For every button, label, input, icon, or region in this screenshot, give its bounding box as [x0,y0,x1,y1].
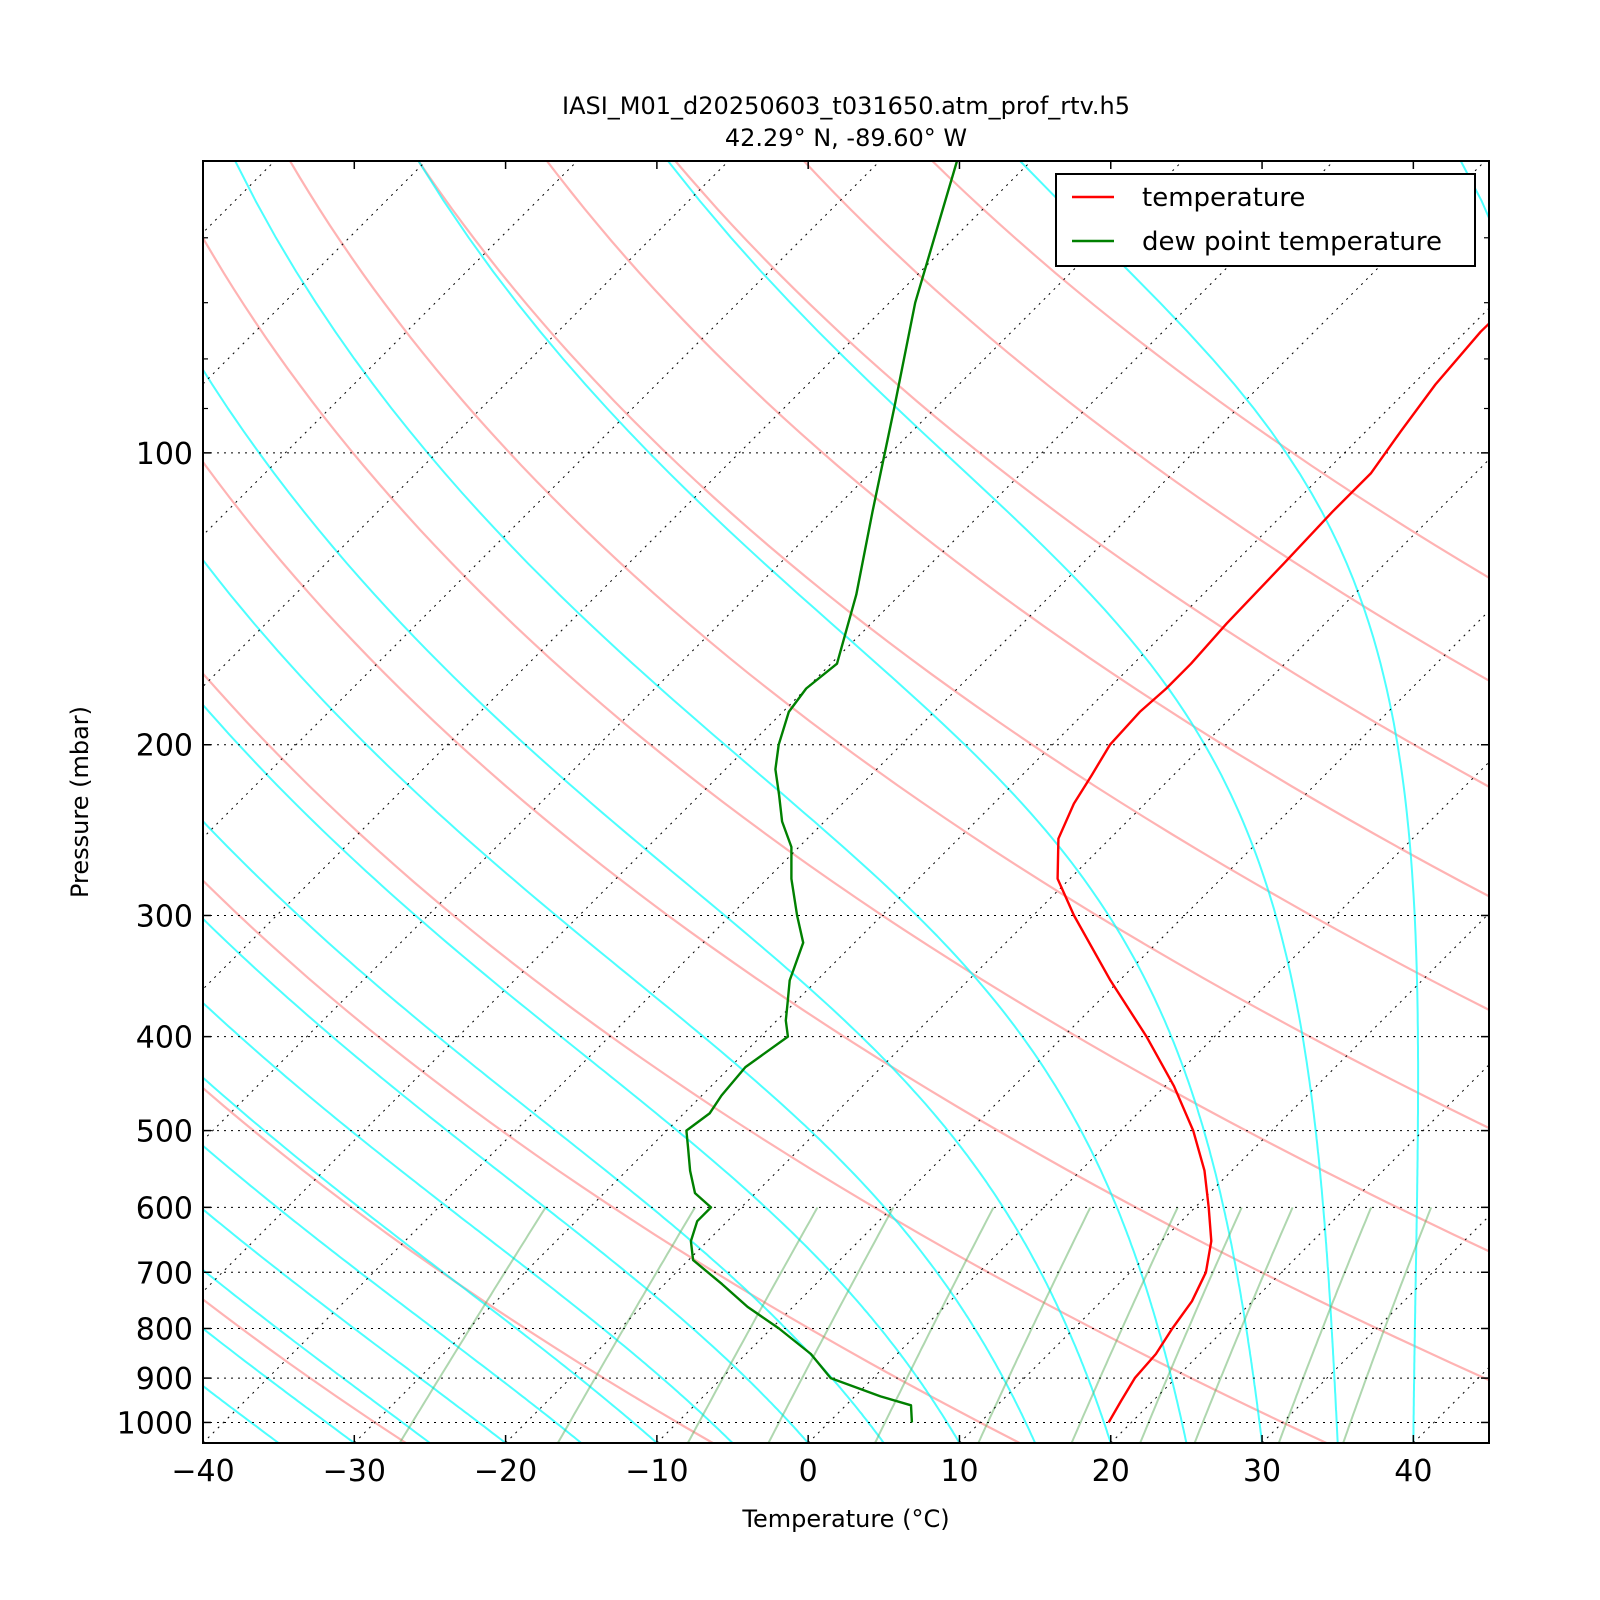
background-lines [0,161,1489,1443]
moist-adiabat [203,1268,431,1443]
moist-adiabat [417,161,1264,1443]
isotherm [0,161,123,1443]
mixing-ratio-line [686,1206,819,1443]
isotherm [353,307,1489,1443]
x-tick-label: 30 [1243,1454,1281,1489]
x-tick-label: 20 [1092,1454,1130,1489]
moist-adiabat [203,1441,204,1443]
mixing-ratio-line [977,1206,1092,1443]
y-tick-label: 100 [136,437,193,472]
y-axis-label: Pressure (mbar) [66,706,94,898]
moist-adiabat [667,161,1339,1443]
isotherm [807,761,1489,1443]
x-tick-label: −30 [323,1454,386,1489]
y-tick-label: 1000 [117,1406,193,1441]
mixing-ratio-line [398,1206,547,1443]
mixing-ratio-line [1193,1207,1294,1443]
moist-adiabat [234,161,1188,1443]
x-tick-label: −40 [171,1454,234,1489]
moist-adiabat [203,819,885,1443]
dewpoint-line [685,161,959,1423]
moist-adiabat [203,1144,582,1443]
temperature-line [1056,321,1489,1424]
mixing-ratio-line [767,1206,895,1443]
x-tick-label: −10 [625,1454,688,1489]
y-tick-label: 400 [136,1021,193,1056]
dry-adiabat [203,235,1489,1253]
y-tick-label: 600 [136,1191,193,1226]
dry-adiabat [931,161,1489,580]
moist-adiabat [203,1208,507,1443]
moist-adiabat [203,558,1037,1443]
isotherm [203,161,729,688]
dry-adiabat [546,161,1489,898]
isotherm [1261,1215,1489,1443]
isotherm [203,161,1335,1293]
y-tick-label: 800 [136,1312,193,1347]
moist-adiabat [203,1001,734,1443]
grid-lines [0,161,1600,1443]
moist-adiabat [203,917,809,1443]
dry-adiabat [203,879,1021,1443]
isotherm [1413,1366,1489,1443]
isotherm [656,610,1489,1443]
mixing-ratio-line [874,1206,995,1443]
y-tick-label: 900 [136,1362,193,1397]
y-tick-label: 300 [136,899,193,934]
series-lines [685,161,1489,1424]
moist-adiabat [0,161,127,1443]
legend-label-temperature: temperature [1142,183,1305,213]
mixing-ratio-line [1342,1207,1433,1443]
dry-adiabat [803,161,1489,682]
moist-adiabat [203,1076,658,1443]
dry-adiabat [289,161,1489,1130]
mixing-ratio-line [1277,1207,1373,1443]
chart-subtitle: 42.29° N, -89.60° W [725,124,967,152]
y-tick-label: 700 [136,1256,193,1291]
mixing-ratio-line [556,1206,696,1443]
legend-box [1055,173,1476,267]
moist-adiabat [203,1384,280,1443]
moist-adiabat [0,161,52,1443]
legend-label-dewpoint: dew point temperature [1142,227,1442,257]
moist-adiabat [203,1327,355,1443]
mixing-ratio-line [1139,1206,1243,1443]
chart-title: IASI_M01_d20250603_t031650.atm_prof_rtv.… [562,92,1130,120]
y-tick-label: 500 [136,1115,193,1150]
moist-adiabat [1459,161,1489,1443]
plot-frame [202,160,1490,1444]
isotherm [203,161,881,839]
x-tick-label: 10 [940,1454,978,1489]
dry-adiabat [203,1086,714,1443]
x-tick-label: −20 [474,1454,537,1489]
isotherm [959,912,1489,1443]
x-tick-label: 40 [1394,1454,1432,1489]
dry-adiabat [417,161,1489,1012]
isotherm [505,458,1489,1443]
moist-adiabat [203,703,961,1443]
isotherm [203,161,1486,1443]
isotherm [203,161,427,385]
moist-adiabat [1019,161,1420,1443]
x-tick-label: 0 [799,1454,818,1489]
x-axis-label: Temperature (°C) [741,1505,949,1533]
isotherm [1565,161,1600,1443]
legend: temperature dew point temperature [1055,173,1476,267]
dry-adiabat [203,671,1327,1443]
isotherm [203,161,1032,990]
y-tick-label: 200 [136,729,193,764]
dry-adiabat [203,460,1489,1382]
isotherm [1110,1064,1489,1443]
moist-adiabat [203,367,1112,1443]
axis-ticks: −40 −30 −20 −10 0 10 20 30 40 100 200 300 400 500 600 7… [117,161,1489,1489]
dry-adiabat [674,161,1489,789]
mixing-ratio-line [1070,1206,1179,1443]
